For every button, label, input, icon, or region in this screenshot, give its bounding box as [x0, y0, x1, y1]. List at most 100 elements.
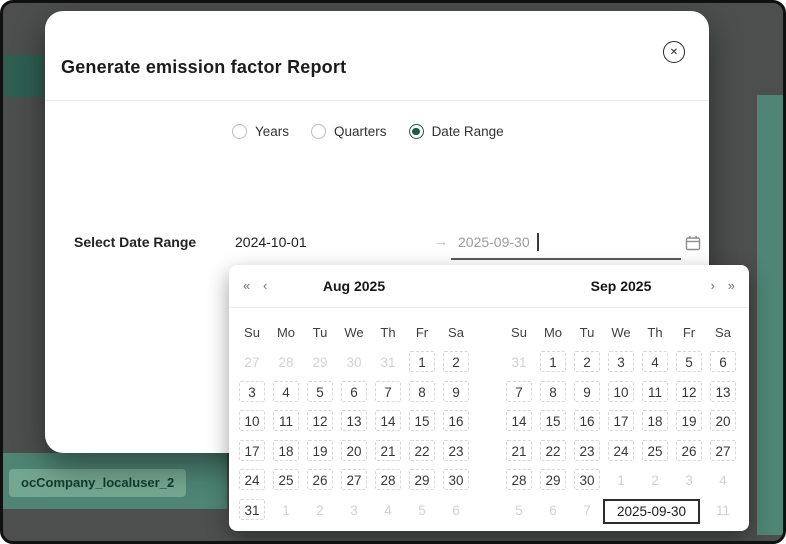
- prev-year-button[interactable]: «: [243, 278, 251, 293]
- day-cell[interactable]: 30: [570, 465, 604, 495]
- day-cell[interactable]: 20: [706, 406, 740, 436]
- day-cell[interactable]: 27: [244, 355, 260, 371]
- day-cell[interactable]: 25: [269, 465, 303, 495]
- day-cell[interactable]: 31: [235, 495, 269, 525]
- weekday-label: Fr: [415, 324, 429, 340]
- day-cell[interactable]: 15: [405, 406, 439, 436]
- day-cell[interactable]: 6: [706, 347, 740, 377]
- day-cell[interactable]: 16: [439, 406, 473, 436]
- day-cell[interactable]: 22: [536, 436, 570, 466]
- day-cell[interactable]: 9: [439, 377, 473, 407]
- day-cell[interactable]: 14: [371, 406, 405, 436]
- day-cell[interactable]: 31: [380, 355, 396, 371]
- day-cell[interactable]: 30: [346, 355, 362, 371]
- day-cell[interactable]: 8: [405, 377, 439, 407]
- day-cell[interactable]: 6: [337, 377, 371, 407]
- day-cell[interactable]: 6: [549, 502, 557, 518]
- day-cell[interactable]: 6: [452, 502, 460, 518]
- day-cell[interactable]: 18: [269, 436, 303, 466]
- day-cell[interactable]: 9: [570, 377, 604, 407]
- day-cell[interactable]: 29: [536, 465, 570, 495]
- day-cell[interactable]: 2: [439, 347, 473, 377]
- day-cell[interactable]: 11: [715, 502, 730, 518]
- day-cell[interactable]: 4: [719, 473, 727, 489]
- day-cell[interactable]: 26: [672, 436, 706, 466]
- day-cell[interactable]: 8: [536, 377, 570, 407]
- day-cell[interactable]: 28: [371, 465, 405, 495]
- start-date-input[interactable]: 2024-10-01: [235, 234, 307, 250]
- day-cell[interactable]: 23: [570, 436, 604, 466]
- radio-circle[interactable]: [232, 124, 247, 139]
- day-cell[interactable]: 3: [604, 347, 638, 377]
- day-cell[interactable]: 7: [371, 377, 405, 407]
- day-cell[interactable]: 1: [282, 502, 290, 518]
- day-cell[interactable]: 11: [638, 377, 672, 407]
- day-cell[interactable]: 7: [502, 377, 536, 407]
- day-cell[interactable]: 5: [418, 502, 426, 518]
- day-cell[interactable]: 3: [350, 502, 358, 518]
- radio-circle[interactable]: [311, 124, 327, 139]
- day-cell[interactable]: 21: [502, 436, 536, 466]
- day-cell[interactable]: 25: [638, 436, 672, 466]
- day-cell[interactable]: 12: [672, 377, 706, 407]
- day-cell[interactable]: 29: [405, 465, 439, 495]
- radio-years[interactable]: Years: [232, 124, 289, 139]
- day-cell[interactable]: 24: [604, 436, 638, 466]
- next-month-button[interactable]: ›: [710, 278, 715, 293]
- day-cell[interactable]: 1: [617, 473, 625, 489]
- day-cell[interactable]: 27: [337, 465, 371, 495]
- day-cell[interactable]: 1: [536, 347, 570, 377]
- day-cell[interactable]: 13: [337, 406, 371, 436]
- day-cell[interactable]: 30: [439, 465, 473, 495]
- day-cell[interactable]: 15: [536, 406, 570, 436]
- day-cell[interactable]: 19: [672, 406, 706, 436]
- day-cell[interactable]: 31: [511, 355, 527, 371]
- next-year-button[interactable]: »: [727, 278, 735, 293]
- day-cell[interactable]: 18: [638, 406, 672, 436]
- day-cell[interactable]: 10: [235, 406, 269, 436]
- day-cell[interactable]: 28: [502, 465, 536, 495]
- day-cell[interactable]: 29: [312, 355, 328, 371]
- month-title[interactable]: Aug 2025: [322, 278, 386, 294]
- day-cell[interactable]: 4: [384, 502, 392, 518]
- day-cell[interactable]: 24: [235, 465, 269, 495]
- radio-quarters[interactable]: Quarters: [311, 124, 387, 139]
- calendar-icon[interactable]: [685, 235, 701, 251]
- day-cell[interactable]: 12: [303, 406, 337, 436]
- day-cell[interactable]: 20: [337, 436, 371, 466]
- close-icon[interactable]: ✕: [663, 41, 685, 63]
- day-cell[interactable]: 21: [371, 436, 405, 466]
- day-cell[interactable]: 2: [316, 502, 324, 518]
- end-date-input[interactable]: 2025-09-30: [458, 234, 530, 250]
- day-cell[interactable]: 7: [583, 502, 591, 518]
- day-cell[interactable]: 28: [278, 355, 294, 371]
- weekday-label: Tu: [579, 324, 595, 340]
- month-title[interactable]: Sep 2025: [590, 278, 652, 294]
- day-cell[interactable]: 5: [303, 377, 337, 407]
- day-cell[interactable]: 26: [303, 465, 337, 495]
- day-cell[interactable]: 17: [604, 406, 638, 436]
- background-artifact: [3, 55, 43, 97]
- day-cell[interactable]: 27: [706, 436, 740, 466]
- day-cell[interactable]: 5: [672, 347, 706, 377]
- day-cell[interactable]: 1: [405, 347, 439, 377]
- day-cell[interactable]: 5: [515, 502, 523, 518]
- day-cell[interactable]: 19: [303, 436, 337, 466]
- prev-month-button[interactable]: ‹: [263, 278, 268, 293]
- day-cell[interactable]: 14: [502, 406, 536, 436]
- day-cell[interactable]: 4: [638, 347, 672, 377]
- day-cell[interactable]: 2: [570, 347, 604, 377]
- day-cell[interactable]: 2: [651, 473, 659, 489]
- day-cell[interactable]: 10: [604, 377, 638, 407]
- radio-date-range[interactable]: Date Range: [408, 124, 504, 139]
- day-cell[interactable]: 17: [235, 436, 269, 466]
- day-cell[interactable]: 22: [405, 436, 439, 466]
- day-cell[interactable]: 16: [570, 406, 604, 436]
- day-cell[interactable]: 3: [685, 473, 693, 489]
- day-cell[interactable]: 11: [269, 406, 303, 436]
- radio-circle[interactable]: [408, 124, 424, 139]
- day-cell[interactable]: 23: [439, 436, 473, 466]
- day-cell[interactable]: 3: [235, 377, 269, 407]
- day-cell[interactable]: 13: [706, 377, 740, 407]
- day-cell[interactable]: 4: [269, 377, 303, 407]
